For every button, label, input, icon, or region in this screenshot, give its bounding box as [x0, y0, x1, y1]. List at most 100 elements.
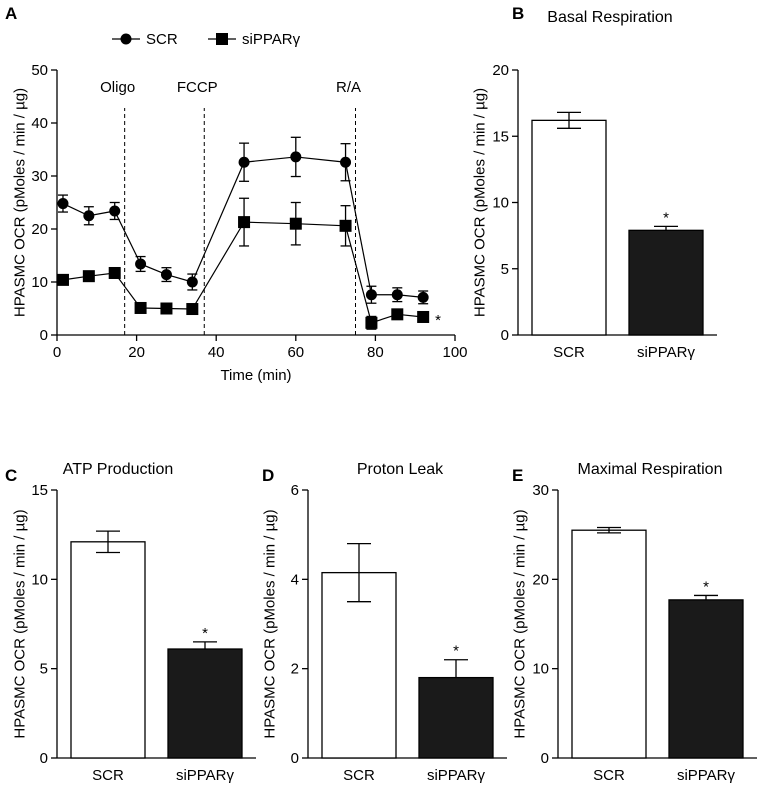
- y-axis-label: HPASMC OCR (pMoles / min / µg): [11, 509, 28, 738]
- y-axis-label: HPASMC OCR (pMoles / min / µg): [261, 509, 278, 738]
- data-point: [186, 276, 198, 288]
- significance-marker: *: [703, 578, 709, 595]
- y-tick-label: 0: [40, 327, 48, 344]
- data-point: [238, 156, 250, 168]
- y-tick-label: 0: [501, 327, 509, 344]
- chart-title: Maximal Respiration: [578, 461, 723, 478]
- y-tick-label: 40: [31, 115, 48, 132]
- chart-title: Proton Leak: [357, 461, 444, 478]
- x-tick-label: 100: [442, 344, 467, 361]
- chart-title: Basal Respiration: [547, 9, 672, 26]
- data-point: [289, 217, 302, 230]
- y-tick-label: 10: [31, 274, 48, 291]
- data-point: [365, 316, 378, 329]
- data-point: [365, 289, 377, 301]
- legend-label: SCR: [146, 31, 178, 48]
- y-axis-label: HPASMC OCR (pMoles / min / µg): [511, 509, 528, 738]
- x-tick-label: SCR: [593, 767, 625, 784]
- series-scr: [57, 136, 429, 305]
- data-point: [57, 198, 69, 210]
- bar-scr: [321, 571, 397, 759]
- panel-letter: D: [262, 466, 274, 485]
- y-tick-label: 5: [40, 661, 48, 678]
- data-point: [108, 266, 121, 279]
- x-axis-label: Time (min): [220, 367, 291, 384]
- x-tick-label: siPPARγ: [637, 344, 696, 361]
- x-tick-label: 0: [53, 344, 61, 361]
- x-tick-label: SCR: [553, 344, 585, 361]
- y-axis-label: HPASMC OCR (pMoles / min / µg): [471, 88, 488, 317]
- y-axis-label: HPASMC OCR (pMoles / min / µg): [11, 88, 28, 317]
- y-tick-label: 2: [291, 661, 299, 678]
- x-tick-label: siPPARγ: [176, 767, 235, 784]
- data-point: [339, 219, 352, 232]
- x-tick-label: 80: [367, 344, 384, 361]
- bar-scr: [531, 119, 607, 336]
- data-point: [417, 310, 430, 323]
- data-point: [391, 308, 404, 321]
- y-tick-label: 30: [532, 482, 549, 499]
- x-tick-label: siPPARγ: [427, 767, 486, 784]
- panel-letter: E: [512, 466, 523, 485]
- data-point: [340, 156, 352, 168]
- chart-title: ATP Production: [63, 461, 174, 478]
- y-tick-label: 0: [291, 750, 299, 767]
- y-tick-label: 5: [501, 261, 509, 278]
- panel-letter: A: [5, 4, 17, 23]
- y-tick-label: 15: [492, 128, 509, 145]
- data-point: [160, 302, 173, 315]
- y-tick-label: 20: [532, 571, 549, 588]
- data-point: [417, 291, 429, 303]
- significance-marker: *: [202, 625, 208, 642]
- bar-sipparg: [628, 229, 704, 336]
- event-label: R/A: [336, 79, 361, 96]
- data-point: [83, 210, 95, 222]
- event-label: Oligo: [100, 79, 135, 96]
- y-tick-label: 4: [291, 571, 299, 588]
- data-point: [109, 205, 121, 217]
- significance-marker: *: [453, 643, 459, 660]
- y-tick-label: 15: [31, 482, 48, 499]
- bar-scr: [571, 529, 647, 759]
- y-tick-label: 0: [40, 750, 48, 767]
- x-tick-label: 60: [287, 344, 304, 361]
- bar-scr: [70, 541, 146, 759]
- legend-marker: [216, 33, 228, 45]
- y-tick-label: 10: [31, 571, 48, 588]
- bar-sipparg: [418, 676, 494, 759]
- data-point: [186, 303, 199, 316]
- data-point: [135, 258, 147, 270]
- panel-letter: B: [512, 4, 524, 23]
- data-point: [290, 151, 302, 163]
- significance-marker: *: [663, 209, 669, 226]
- y-tick-label: 20: [492, 62, 509, 79]
- y-tick-label: 6: [291, 482, 299, 499]
- data-point: [56, 273, 69, 286]
- series-sipparg: [56, 197, 430, 330]
- x-tick-label: SCR: [92, 767, 124, 784]
- legend: SCR siPPARγ: [112, 31, 301, 48]
- data-point: [391, 289, 403, 301]
- x-tick-label: SCR: [343, 767, 375, 784]
- significance-marker: *: [435, 312, 441, 329]
- legend-marker: [120, 33, 132, 45]
- data-point: [160, 269, 172, 281]
- y-tick-label: 0: [541, 750, 549, 767]
- y-tick-label: 20: [31, 221, 48, 238]
- y-tick-label: 10: [532, 661, 549, 678]
- legend-label: siPPARγ: [242, 31, 301, 48]
- bar-sipparg: [167, 648, 243, 759]
- x-tick-label: 40: [208, 344, 225, 361]
- y-tick-label: 50: [31, 62, 48, 79]
- panel-letter: C: [5, 466, 17, 485]
- data-point: [238, 216, 251, 229]
- x-tick-label: siPPARγ: [677, 767, 736, 784]
- y-tick-label: 30: [31, 168, 48, 185]
- data-point: [134, 301, 147, 314]
- panel-a: A 0 10 20 30 40 50 0 20 40 60 80 100 Time (min) HPASMC…: [5, 4, 468, 384]
- bar-sipparg: [668, 599, 744, 759]
